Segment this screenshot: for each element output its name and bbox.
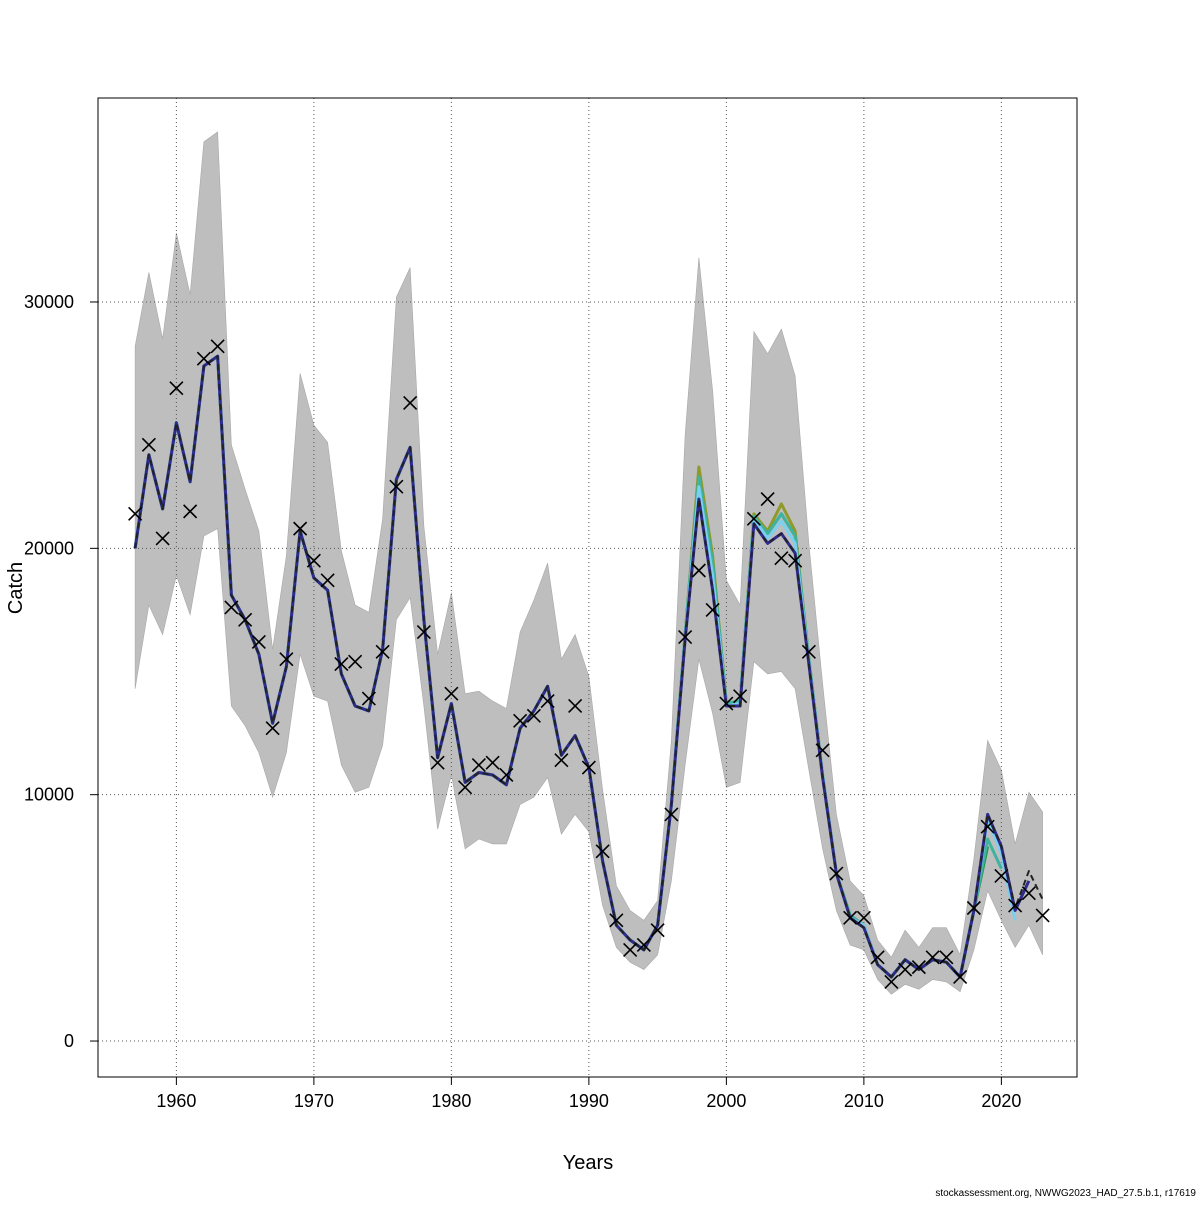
y-tick-label: 30000 — [24, 292, 74, 312]
y-tick-label: 10000 — [24, 785, 74, 805]
observed-point — [238, 612, 253, 627]
observed-point — [788, 553, 803, 568]
observed-point — [279, 652, 294, 667]
x-tick-label: 1970 — [294, 1091, 334, 1111]
observed-point — [829, 866, 844, 881]
observed-point — [334, 657, 349, 672]
observed-point — [678, 629, 693, 645]
observed-point — [499, 767, 514, 783]
observed-point — [361, 691, 376, 706]
observed-point — [994, 868, 1009, 884]
x-axis: 1960 1970 1980 1990 2000 2010 2020 — [156, 1076, 1021, 1111]
observed-point — [348, 654, 363, 669]
confidence-band — [134, 131, 1043, 995]
observed-point — [939, 950, 954, 965]
observed-point — [966, 900, 981, 916]
observed-point — [898, 962, 913, 977]
observed-point — [623, 942, 638, 957]
observed-point — [953, 969, 968, 985]
observed-point — [526, 708, 541, 723]
x-tick-label: 1960 — [156, 1091, 196, 1111]
x-tick-label: 1980 — [431, 1091, 471, 1111]
observed-point — [705, 602, 720, 617]
observed-point — [554, 753, 569, 768]
observed-point — [183, 504, 198, 519]
observed-point — [568, 698, 583, 714]
observed-point — [664, 807, 679, 822]
observed-point — [403, 395, 418, 411]
observed-point — [375, 644, 390, 659]
observed-point — [513, 713, 528, 728]
observed-point — [1035, 908, 1050, 923]
observed-point — [801, 644, 816, 659]
observed-point — [155, 531, 170, 546]
observed-point — [416, 625, 431, 640]
observed-point — [251, 634, 266, 650]
observed-point — [224, 600, 239, 615]
observed-point — [430, 755, 445, 770]
observed-point — [870, 950, 885, 965]
observed-points-layer — [128, 339, 1050, 989]
observed-point — [210, 339, 225, 354]
observed-point — [169, 381, 184, 396]
x-axis-label: Years — [563, 1152, 613, 1174]
x-tick-label: 2020 — [981, 1091, 1021, 1111]
footer-credit: stockassessment.org, NWWG2023_HAD_27.5.b… — [935, 1188, 1196, 1199]
observed-point — [458, 780, 473, 795]
observed-point — [1008, 898, 1023, 913]
observed-point — [141, 437, 156, 452]
observed-point — [471, 758, 486, 773]
observed-point — [581, 760, 596, 775]
observed-point — [196, 351, 211, 366]
observed-point — [856, 910, 871, 925]
observed-point — [774, 551, 789, 566]
observed-point — [719, 696, 734, 711]
observed-point — [815, 743, 830, 758]
observed-point — [389, 479, 404, 494]
observed-point — [691, 563, 706, 578]
observed-point — [128, 506, 143, 521]
y-tick-label: 20000 — [24, 538, 74, 558]
observed-point — [884, 974, 899, 989]
observed-point — [733, 689, 748, 704]
observed-point — [293, 521, 308, 536]
observed-point — [444, 686, 459, 701]
observed-point — [540, 694, 555, 709]
observed-point — [485, 755, 500, 770]
observed-point — [925, 950, 940, 965]
observed-point — [1021, 886, 1036, 901]
observed-point — [843, 910, 858, 925]
observed-point — [760, 491, 775, 507]
observed-point — [911, 960, 926, 975]
observed-point — [609, 913, 624, 928]
observed-point — [980, 819, 995, 834]
observed-point — [595, 844, 610, 859]
observed-point — [320, 573, 335, 588]
y-axis-label: Catch — [5, 562, 27, 614]
observed-point — [265, 721, 280, 736]
observed-point — [746, 511, 761, 526]
x-tick-label: 2000 — [706, 1091, 746, 1111]
confidence-band-layer — [134, 131, 1043, 995]
x-tick-label: 2010 — [844, 1091, 884, 1111]
observed-point — [650, 923, 665, 938]
y-axis: 0 10000 20000 30000 — [24, 292, 98, 1051]
observed-point — [306, 553, 321, 568]
x-tick-label: 1990 — [569, 1091, 609, 1111]
y-tick-label: 0 — [64, 1031, 74, 1051]
observed-point — [636, 937, 651, 953]
